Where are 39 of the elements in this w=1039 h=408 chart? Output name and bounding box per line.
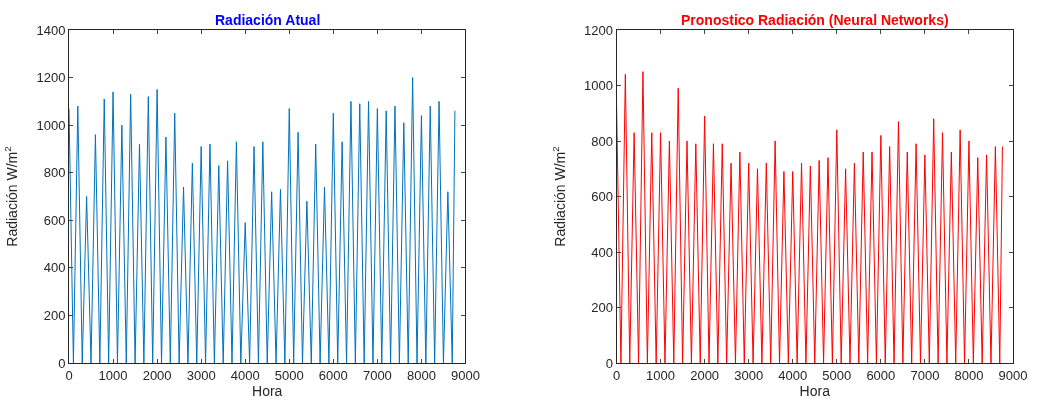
x-tick-label: 9000 bbox=[998, 367, 1028, 383]
x-tick-label: 2000 bbox=[142, 367, 172, 383]
x-tick-label: 9000 bbox=[451, 367, 480, 383]
y-tick-label: 1000 bbox=[584, 78, 613, 94]
line-series bbox=[69, 77, 456, 363]
x-tick-label: 1000 bbox=[646, 367, 676, 383]
x-tick-label: 6000 bbox=[318, 367, 348, 383]
y-tick-label: 1000 bbox=[36, 117, 66, 133]
x-tick-label: 7000 bbox=[362, 367, 392, 383]
x-tick-label: 5000 bbox=[274, 367, 304, 383]
x-tick-label: 4000 bbox=[230, 367, 260, 383]
y-tick-label: 600 bbox=[591, 189, 613, 205]
y-tick-label: 1200 bbox=[584, 22, 613, 38]
y-tick-label: 0 bbox=[605, 355, 613, 371]
x-axis-title: Hora bbox=[799, 382, 831, 399]
x-tick-label: 8000 bbox=[954, 367, 984, 383]
x-tick-label: 1000 bbox=[98, 367, 128, 383]
x-axis-title: Hora bbox=[252, 382, 283, 399]
x-tick-label: 8000 bbox=[406, 367, 436, 383]
x-tick-label: 6000 bbox=[866, 367, 896, 383]
x-tick-label: 4000 bbox=[778, 367, 808, 383]
y-tick-label: 0 bbox=[58, 355, 66, 371]
x-tick-label: 2000 bbox=[690, 367, 720, 383]
x-tick-label: 3000 bbox=[734, 367, 764, 383]
y-tick-label: 200 bbox=[43, 307, 66, 323]
y-tick-label: 800 bbox=[43, 165, 66, 181]
x-tick-label: 3000 bbox=[186, 367, 216, 383]
y-tick-label: 1200 bbox=[36, 70, 66, 86]
x-tick-label: 5000 bbox=[822, 367, 852, 383]
y-tick-label: 600 bbox=[43, 212, 66, 228]
chart-title: Pronostico Radiación (Neural Networks) bbox=[681, 12, 949, 28]
line-series bbox=[616, 71, 1003, 363]
chart-title: Radiación Atual bbox=[215, 12, 321, 28]
y-tick-label: 800 bbox=[591, 133, 613, 149]
x-tick-label: 7000 bbox=[910, 367, 940, 383]
y-tick-label: 400 bbox=[591, 244, 613, 260]
y-tick-label: 200 bbox=[591, 300, 613, 316]
y-tick-label: 1400 bbox=[36, 22, 66, 38]
y-tick-label: 400 bbox=[43, 260, 66, 276]
